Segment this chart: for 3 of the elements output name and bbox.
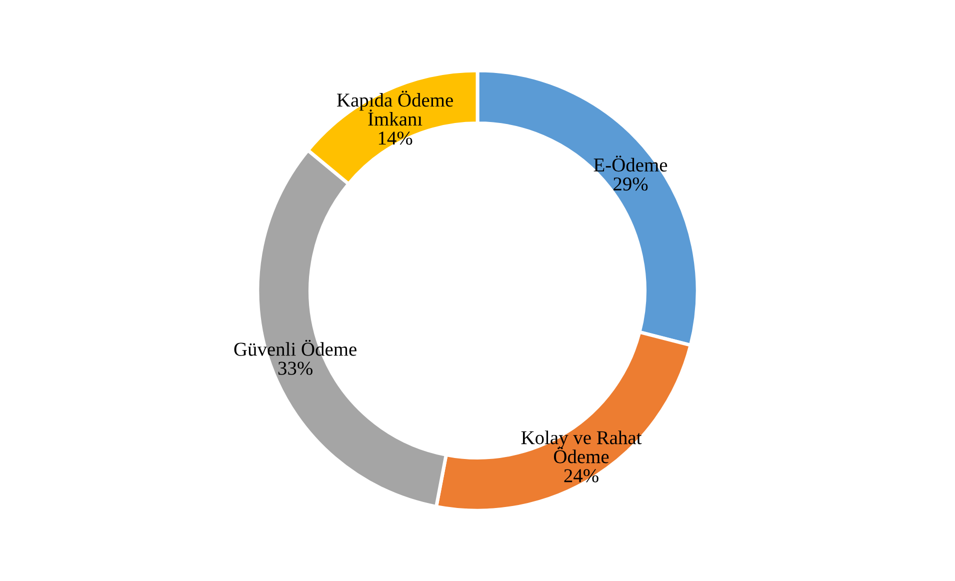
data-label: 33% [278, 362, 312, 375]
data-label: 29% [614, 177, 648, 191]
slice-label: Güvenli Ödeme [234, 340, 356, 356]
